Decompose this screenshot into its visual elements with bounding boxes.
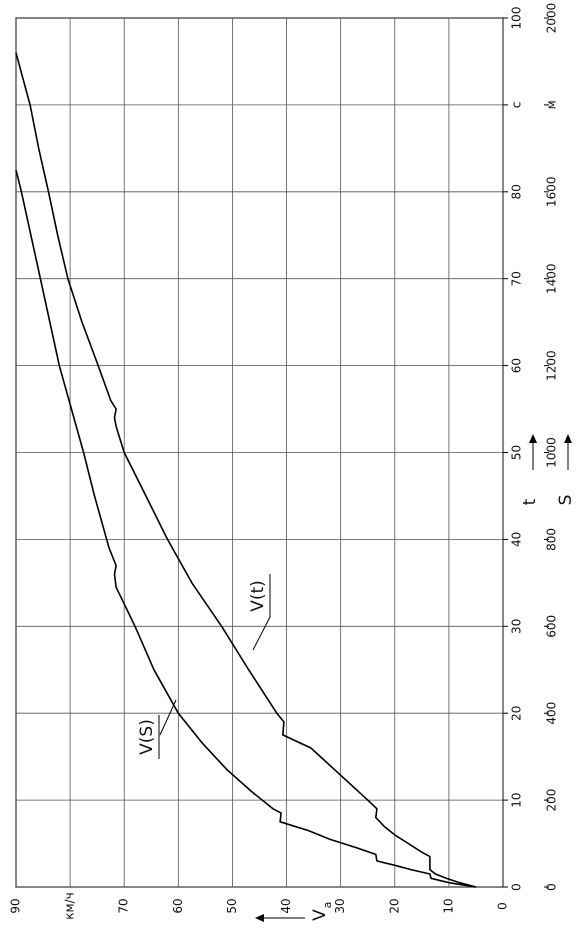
series-line [15,52,477,888]
x-tick-label: 10 [510,792,524,807]
series-label: V(S) [137,719,157,755]
y-axis-label-sub: a [321,902,334,909]
x2-tick-label: 200 [545,789,559,812]
y-tick-label: 90 [9,898,23,913]
y-axis-label: V [310,909,330,921]
x2-tick-label: 0 [545,883,559,891]
x2-tick-label: 1000 [545,437,559,468]
x2-tick-label: 600 [545,615,559,638]
leader [159,699,177,736]
x-tick-label: 20 [510,706,524,721]
x-tick-label: 50 [510,445,524,460]
y-tick-label: 10 [441,898,455,913]
x-tick-label: 0 [510,883,524,891]
y-tick-label: км/ч [63,892,77,919]
y-tick-label: 30 [333,898,347,913]
x2-axis-label: S [556,495,576,506]
x2-tick-label: 1400 [545,263,559,294]
x-tick-label: 80 [510,184,524,199]
series-line [15,169,477,888]
x2-tick-label: м [545,100,559,109]
x2-tick-label: 800 [545,528,559,551]
y-tick-label: 40 [279,898,293,913]
x2-tick-label: 2000 [545,3,559,34]
x-tick-label: 40 [510,532,524,547]
x-tick-label: 100 [510,7,524,30]
y-tick-label: 20 [387,898,401,913]
x2-tick-label: 1200 [545,350,559,381]
x-tick-label: 70 [510,271,524,286]
x-tick-label: 60 [510,358,524,373]
x-axis-label: t [520,498,540,505]
x2-tick-label: 1600 [545,177,559,208]
y-tick-label: 60 [171,898,185,913]
leader [252,616,271,651]
arrow-head [255,914,264,922]
arrow-head [529,434,537,443]
y-tick-label: 0 [496,902,510,910]
y-tick-label: 70 [117,898,131,913]
y-tick-label: 50 [225,898,239,913]
arrow-head [564,434,572,443]
x-tick-label: c [510,102,524,109]
series-label: V(t) [248,580,268,612]
x-tick-label: 30 [510,619,524,634]
x2-tick-label: 400 [545,702,559,725]
